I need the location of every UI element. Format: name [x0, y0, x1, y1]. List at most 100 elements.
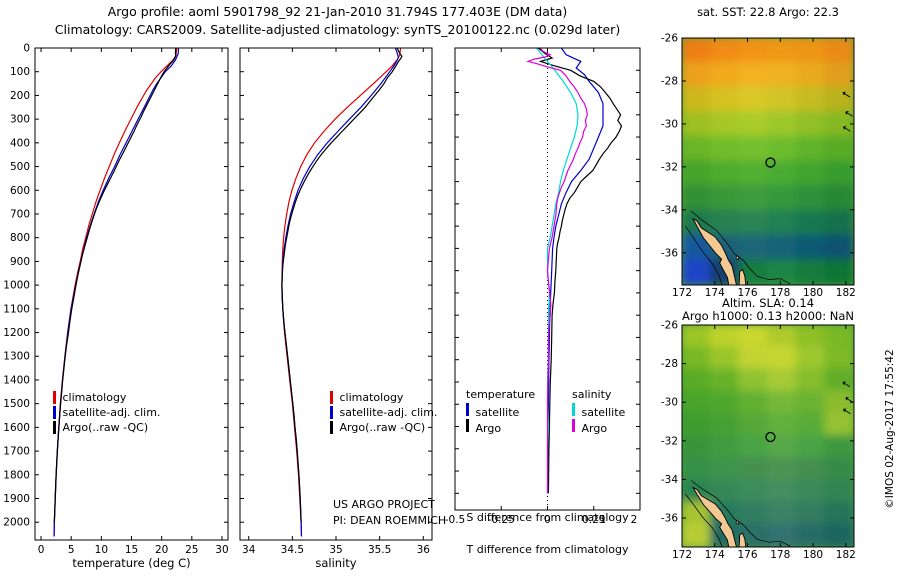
svg-text:0.25: 0.25	[582, 514, 605, 526]
difference-legend-salinity-column: salinity satellite Argo	[572, 388, 644, 435]
svg-text:400: 400	[10, 137, 30, 149]
svg-text:100: 100	[10, 66, 30, 78]
svg-text:0: 0	[38, 544, 45, 556]
svg-text:-0.25: -0.25	[488, 514, 515, 526]
difference-panel: -0.5 -0.25 0 0.251 2	[445, 47, 641, 526]
project-note: US ARGO PROJECT	[333, 498, 435, 511]
svg-text:180: 180	[803, 287, 823, 299]
legend-label: Argo	[581, 422, 608, 435]
salinity-panel: 34 34.5 35 35.5 36	[239, 47, 433, 556]
salinity-series	[281, 47, 402, 537]
svg-text:174: 174	[705, 549, 725, 561]
legend-label: Argo(..raw -QC)	[62, 421, 149, 434]
legend-item-t-satellite: satellite	[466, 403, 572, 419]
svg-text:182: 182	[836, 549, 856, 561]
svg-text:-30: -30	[661, 397, 678, 409]
svg-text:700: 700	[10, 208, 30, 220]
svg-text:1300: 1300	[3, 351, 30, 363]
legend-item-satellite: satellite-adj. clim.	[53, 405, 160, 420]
svg-text:172: 172	[672, 549, 692, 561]
svg-text:174: 174	[705, 287, 725, 299]
legend-item-argo: Argo(..raw -QC)	[330, 420, 437, 435]
salinity-axis-label: salinity	[315, 556, 357, 570]
vector-arrow-icon	[842, 126, 851, 132]
sla-map-title-line1: Altim. SLA: 0.14	[721, 296, 815, 310]
svg-text:1400: 1400	[3, 374, 30, 386]
svg-text:1900: 1900	[3, 493, 30, 505]
svg-text:1600: 1600	[3, 422, 30, 434]
argo-float-position-marker	[765, 157, 776, 168]
svg-text:10: 10	[95, 544, 108, 556]
imos-watermark: ©IMOS 02-Aug-2017 17:55:42	[884, 349, 896, 509]
argo-float-position-marker	[765, 431, 776, 443]
satellite-line-sample-icon	[53, 406, 56, 419]
svg-text:-36: -36	[661, 513, 678, 525]
svg-text:-26: -26	[661, 33, 678, 45]
svg-text:176: 176	[738, 287, 758, 299]
svg-text:-28: -28	[661, 358, 678, 370]
svg-text:1000: 1000	[3, 280, 30, 292]
svg-text:2000: 2000	[3, 517, 30, 529]
figure-title-line2: Climatology: CARS2009. Satellite-adjuste…	[54, 22, 621, 37]
svg-text:1500: 1500	[3, 398, 30, 410]
vector-arrow-icon	[845, 396, 853, 403]
legend-label: climatology	[62, 391, 127, 404]
climatology-line-sample-icon	[53, 391, 56, 404]
offshore-contour	[685, 493, 723, 547]
coastline-land	[691, 486, 782, 547]
sst-map: 172 174 176 178 180 182 -26 -28 -30 -32 -34 -36	[661, 33, 856, 300]
svg-text:178: 178	[770, 287, 790, 299]
t-satellite-line-sample-icon	[466, 403, 469, 416]
s-satellite-line-sample-icon	[572, 403, 575, 416]
legend-label: satellite-adj. clim.	[62, 406, 161, 419]
svg-text:900: 900	[10, 256, 30, 268]
difference-legend: temperature satellite Argo salinity sate…	[466, 388, 644, 435]
vector-arrow-icon	[842, 408, 851, 415]
legend-item-climatology: climatology	[53, 390, 160, 405]
svg-text:172: 172	[672, 287, 692, 299]
svg-text:5: 5	[68, 544, 75, 556]
svg-text:-30: -30	[661, 118, 678, 130]
svg-text:36: 36	[417, 544, 431, 556]
coastline-land	[692, 217, 782, 285]
offshore-contour	[690, 210, 791, 285]
temperature-axis-label: temperature (deg C)	[72, 556, 191, 570]
temperature-panel: 0 5 10 15 20 25 300100200300400500600700800900…	[3, 43, 228, 557]
legend-item-s-argo: Argo	[572, 419, 644, 435]
svg-text:-26: -26	[661, 320, 678, 332]
t-argo-line-sample-icon	[466, 419, 469, 432]
svg-text:1100: 1100	[3, 303, 30, 315]
svg-text:-34: -34	[661, 204, 678, 216]
difference-series	[546, 47, 604, 494]
svg-text:35: 35	[329, 544, 342, 556]
svg-text:-34: -34	[661, 474, 678, 486]
svg-text:20: 20	[155, 544, 168, 556]
temperature-series	[53, 47, 178, 537]
svg-text:1: 1	[599, 514, 606, 526]
vector-arrow-icon	[842, 91, 851, 98]
legend-item-s-satellite: satellite	[572, 403, 644, 419]
svg-text:1700: 1700	[3, 446, 30, 458]
legend-item-satellite: satellite-adj. clim.	[330, 405, 437, 420]
legend-label: satellite-adj. clim.	[339, 406, 438, 419]
legend-item-argo: Argo(..raw -QC)	[53, 420, 160, 435]
legend-label: satellite	[475, 406, 520, 419]
svg-text:35.5: 35.5	[368, 544, 391, 556]
temperature-series	[53, 47, 177, 523]
vector-arrow-icon	[845, 111, 853, 117]
sla-map-field	[682, 325, 854, 547]
pi-note: PI: DEAN ROEMMICH	[333, 514, 447, 527]
svg-text:0: 0	[23, 43, 30, 55]
sla-map: 172 174 176 178 180 182 -26 -28 -30 -32 -34 -36	[661, 320, 856, 562]
difference-series	[537, 47, 623, 494]
difference-series	[526, 47, 588, 494]
salinity-series	[281, 47, 400, 537]
legend-item-climatology: climatology	[330, 390, 437, 405]
legend-item-t-argo: Argo	[466, 419, 572, 435]
svg-text:15: 15	[125, 544, 138, 556]
svg-text:300: 300	[10, 114, 30, 126]
salinity-legend: climatology satellite-adj. clim. Argo(..…	[330, 390, 437, 435]
svg-text:34: 34	[242, 544, 256, 556]
temperature-legend: climatology satellite-adj. clim. Argo(..…	[53, 390, 160, 435]
